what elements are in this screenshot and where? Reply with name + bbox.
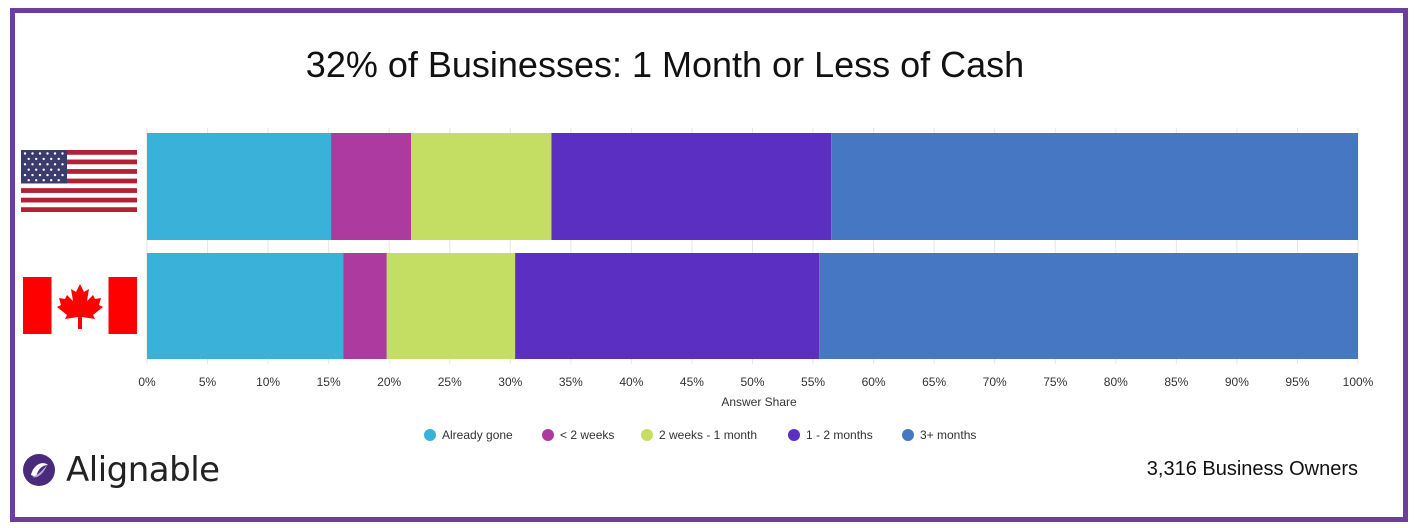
united-states-flag-icon bbox=[21, 150, 137, 213]
legend-item: 3+ months bbox=[902, 428, 976, 442]
canada-flag-icon bbox=[23, 277, 137, 334]
legend-swatch bbox=[641, 429, 653, 441]
legend-label: 3+ months bbox=[920, 428, 976, 442]
legend-label: Already gone bbox=[442, 428, 513, 442]
x-tick-label: 90% bbox=[1225, 375, 1249, 389]
x-tick-label: 100% bbox=[1343, 375, 1374, 389]
x-tick-label: 80% bbox=[1104, 375, 1128, 389]
legend-item: 2 weeks - 1 month bbox=[641, 428, 757, 442]
brand-name: Alignable bbox=[66, 450, 220, 490]
alignable-logo-icon bbox=[23, 454, 55, 486]
brand-logo: Alignable bbox=[22, 450, 220, 490]
x-tick-label: 15% bbox=[317, 375, 341, 389]
x-tick-label: 10% bbox=[256, 375, 280, 389]
bars bbox=[147, 133, 1358, 359]
legend-label: 2 weeks - 1 month bbox=[659, 428, 757, 442]
bar-segment bbox=[343, 253, 387, 359]
respondent-count: 3,316 Business Owners bbox=[1146, 458, 1358, 480]
bar-segment bbox=[515, 253, 820, 359]
legend-swatch bbox=[542, 429, 554, 441]
x-tick-label: 40% bbox=[619, 375, 643, 389]
legend-label: < 2 weeks bbox=[560, 428, 614, 442]
legend-swatch bbox=[902, 429, 914, 441]
x-tick-label: 60% bbox=[862, 375, 886, 389]
legend-swatch bbox=[788, 429, 800, 441]
bar-segment bbox=[551, 133, 832, 240]
x-tick-label: 70% bbox=[983, 375, 1007, 389]
x-tick-label: 95% bbox=[1285, 375, 1309, 389]
bar-segment bbox=[831, 133, 1358, 240]
bar-segment bbox=[819, 253, 1358, 359]
x-tick-label: 85% bbox=[1164, 375, 1188, 389]
x-tick-label: 55% bbox=[801, 375, 825, 389]
legend: Already gone < 2 weeks 2 weeks - 1 month 1 … bbox=[424, 428, 976, 442]
x-tick-label: 0% bbox=[138, 375, 156, 389]
x-axis-label: Answer Share bbox=[721, 395, 797, 409]
bar-segment bbox=[147, 253, 344, 359]
legend-item: < 2 weeks bbox=[542, 428, 614, 442]
x-tick-label: 75% bbox=[1043, 375, 1067, 389]
chart-title: 32% of Businesses: 1 Month or Less of Ca… bbox=[305, 44, 1025, 85]
legend-item: 1 - 2 months bbox=[788, 428, 873, 442]
bar-segment bbox=[331, 133, 411, 240]
bar-segment bbox=[410, 133, 552, 240]
legend-item: Already gone bbox=[424, 428, 513, 442]
legend-swatch bbox=[424, 429, 436, 441]
x-tick-label: 20% bbox=[377, 375, 401, 389]
x-tick-label: 35% bbox=[559, 375, 583, 389]
x-tick-label: 65% bbox=[922, 375, 946, 389]
x-tick-label: 50% bbox=[740, 375, 764, 389]
legend-label: 1 - 2 months bbox=[806, 428, 873, 442]
bar-segment bbox=[147, 133, 332, 240]
x-tick-label: 25% bbox=[438, 375, 462, 389]
x-tick-labels: 0% 5% 10% 15% 20% 25% 30% 35% 40% 45% 50% 55% 60% 65%… bbox=[138, 375, 1373, 389]
bar-segment bbox=[386, 253, 516, 359]
x-tick-label: 5% bbox=[199, 375, 217, 389]
x-tick-label: 30% bbox=[498, 375, 522, 389]
x-tick-label: 45% bbox=[680, 375, 704, 389]
